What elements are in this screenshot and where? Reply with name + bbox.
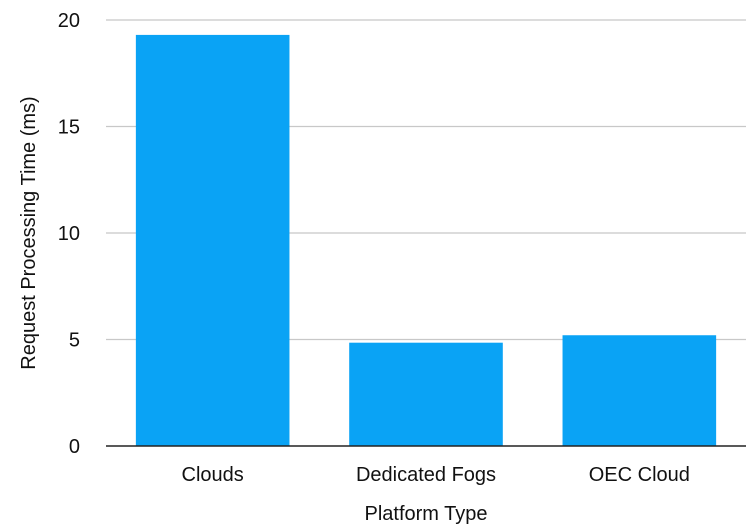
bars [135,34,717,446]
x-category-label: Clouds [182,464,244,486]
x-category-label: OEC Cloud [589,464,690,486]
bar-dedicated-fogs [349,342,503,446]
x-axis-categories: Clouds Dedicated Fogs OEC Cloud [182,464,690,486]
x-axis-title: Platform Type [364,503,487,525]
bar-oec-cloud [562,335,717,446]
y-axis-title: Request Processing Time (ms) [18,96,40,369]
y-tick-label: 15 [58,117,80,139]
y-tick-label: 5 [69,330,80,352]
y-tick-label: 0 [69,436,80,458]
y-tick-label: 10 [58,223,80,245]
x-category-label: Dedicated Fogs [356,464,496,486]
y-axis-ticks: 0 5 10 15 20 [58,10,80,458]
bar-clouds [135,34,290,446]
y-tick-label: 20 [58,10,80,32]
